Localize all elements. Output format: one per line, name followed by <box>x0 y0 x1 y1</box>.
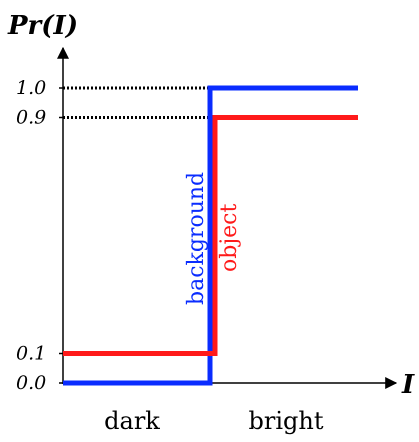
series-line-object <box>63 115 358 356</box>
x-axis-title: I <box>401 370 415 400</box>
y-tick-label: 0.1 <box>16 343 46 365</box>
category-bright: bright <box>249 407 324 435</box>
category-dark: dark <box>104 407 160 435</box>
y-tick-label: 0.0 <box>16 372 46 394</box>
y-axis-title: Pr(I) <box>7 11 78 41</box>
y-tick-labels: 1.0 0.9 0.1 0.0 <box>16 77 63 394</box>
series-line-background <box>63 85 358 386</box>
dotted-guides <box>63 86 210 119</box>
y-tick-label: 0.9 <box>16 107 46 129</box>
series-label-object: object <box>217 204 242 272</box>
series-lines <box>63 85 358 386</box>
series-label-background: background <box>184 172 209 305</box>
y-tick-label: 1.0 <box>16 77 46 99</box>
